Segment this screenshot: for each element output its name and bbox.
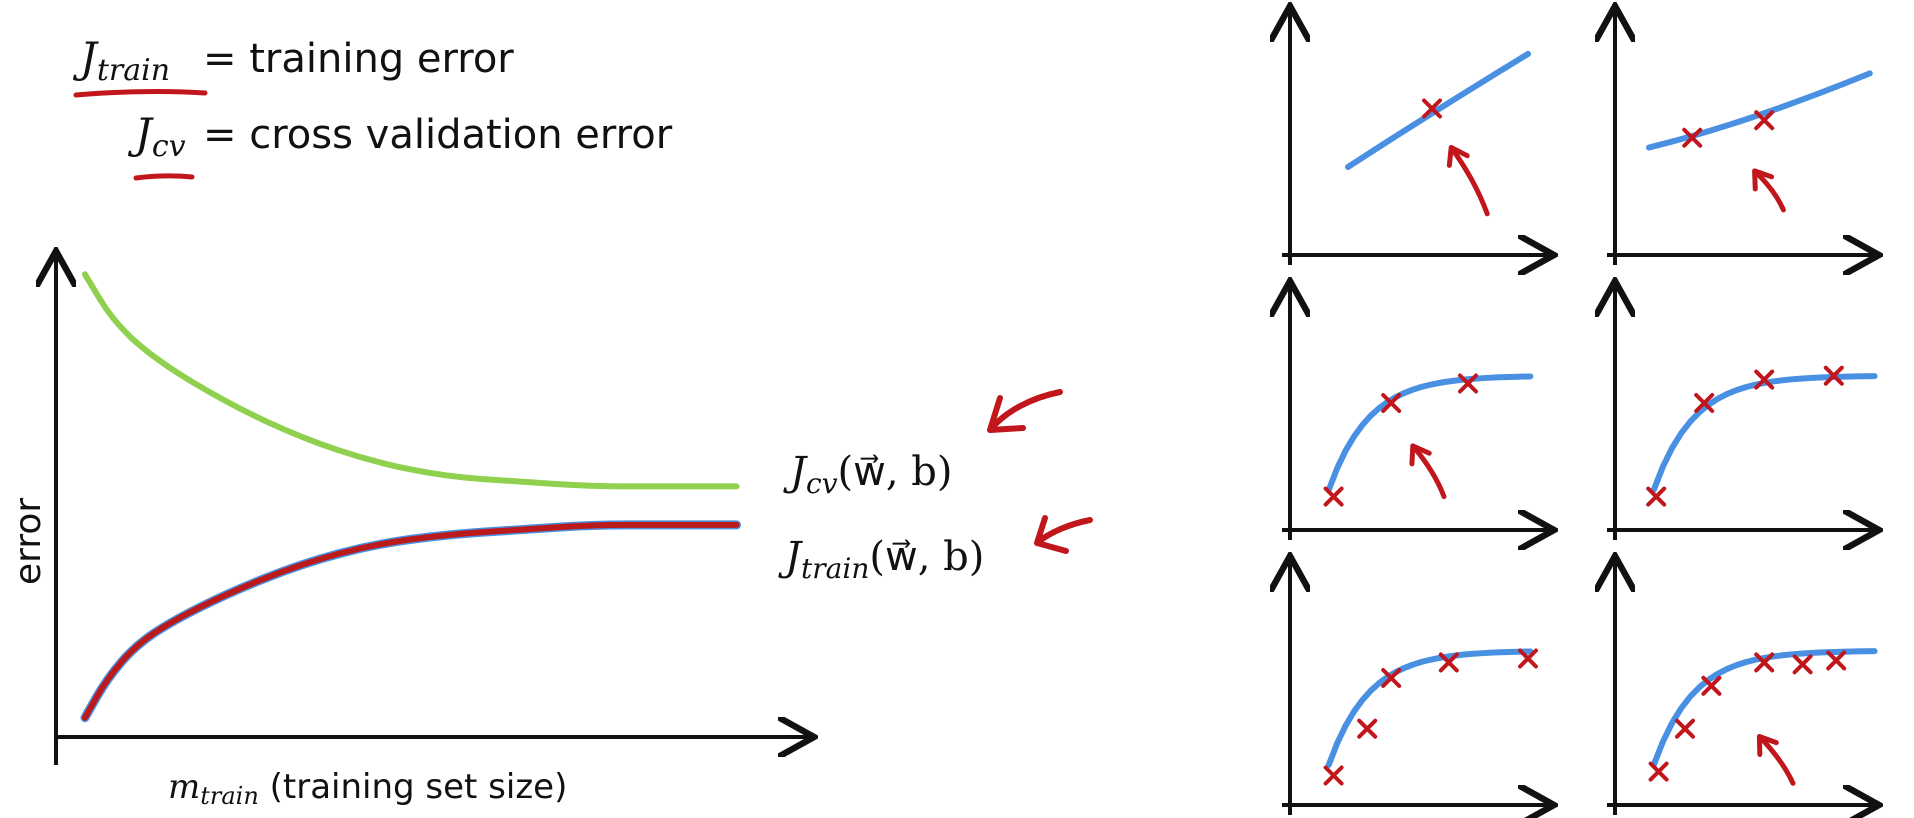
series-group	[80, 271, 742, 723]
legend-train-underline	[73, 89, 208, 98]
legend-cv-symbol: Jcv	[127, 109, 186, 164]
training-set-panels	[1282, 10, 1875, 815]
panel-data-point	[1675, 718, 1695, 739]
panel-data-point	[1701, 675, 1722, 696]
panel-data-point	[1438, 652, 1459, 673]
panel-data-point	[1323, 765, 1344, 786]
panel-6	[1607, 560, 1875, 815]
legend-train-symbol: Jtrain	[72, 33, 170, 88]
panel-data-point	[1381, 393, 1402, 413]
panel-data-point	[1357, 718, 1378, 739]
panel-1	[1282, 10, 1550, 265]
legend-cv-underline	[133, 173, 195, 181]
panel-data-point	[1422, 98, 1442, 119]
panel-fit-curve	[1646, 70, 1873, 151]
panel-annotation-arrow	[1409, 443, 1447, 500]
legend-cv-text: = cross validation error	[203, 112, 673, 158]
panel-data-point	[1754, 110, 1775, 131]
panel-data-point	[1518, 648, 1538, 669]
panel-data-point	[1792, 654, 1813, 675]
legend: Jtrain = training error Jcv = cross vali…	[72, 33, 673, 181]
panel-fit-curve	[1325, 648, 1534, 768]
panel-fit-curve	[1650, 373, 1878, 493]
panel-5	[1282, 560, 1550, 815]
panel-data-point	[1646, 486, 1667, 507]
panel-data-point	[1323, 486, 1344, 507]
panel-data-point	[1823, 365, 1844, 386]
panel-data-point	[1826, 650, 1847, 671]
panel-2	[1607, 10, 1875, 265]
annotation-arrow-cv	[987, 389, 1063, 433]
panel-fit-curve	[1325, 373, 1534, 493]
series-line-cv	[81, 271, 740, 490]
panel-data-point	[1458, 373, 1478, 394]
panel-annotation-arrow	[1752, 168, 1786, 213]
panel-data-point	[1694, 393, 1715, 413]
panel-fit-curve	[1650, 648, 1878, 768]
annotation-arrow-train	[1034, 515, 1093, 554]
panel-data-point	[1381, 668, 1402, 688]
panel-data-point	[1754, 652, 1775, 673]
panel-4	[1607, 285, 1875, 540]
series-line-train	[81, 521, 740, 721]
series-label-train: Jtrain(w⃗, b)	[778, 534, 984, 585]
panel-3	[1282, 285, 1550, 540]
panel-annotation-arrow	[1756, 734, 1796, 786]
panel-annotation-arrow	[1446, 145, 1490, 217]
legend-train-text: = training error	[203, 36, 514, 82]
panel-data-point	[1754, 369, 1775, 390]
learning-curve-chart: error mtrain (training set size) Jcv(w⃗,…	[8, 255, 1093, 810]
panel-data-point	[1648, 761, 1669, 782]
x-axis-label: mtrain (training set size)	[168, 767, 567, 810]
panel-data-point	[1682, 127, 1703, 148]
series-label-cv: Jcv(w⃗, b)	[783, 449, 953, 500]
series-train-underlay	[80, 520, 742, 723]
y-axis-label: error	[8, 498, 49, 585]
panel-fit-curve	[1345, 50, 1531, 170]
